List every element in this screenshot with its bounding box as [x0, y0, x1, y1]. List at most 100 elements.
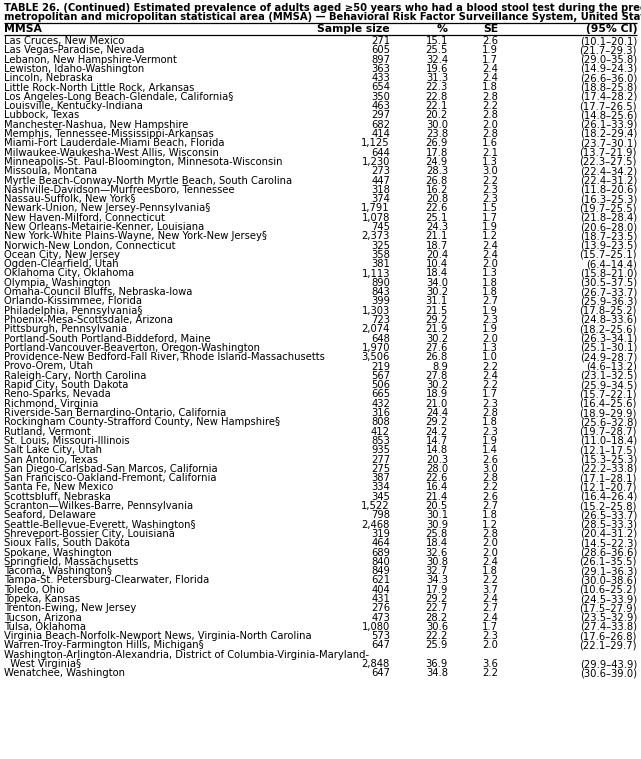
Text: Oklahoma City, Oklahoma: Oklahoma City, Oklahoma — [4, 269, 134, 279]
Text: (26.3–34.1): (26.3–34.1) — [580, 334, 637, 344]
Text: 3.7: 3.7 — [482, 584, 498, 595]
Text: (26.6–36.0): (26.6–36.0) — [579, 73, 637, 83]
Text: 723: 723 — [371, 315, 390, 325]
Text: Nashville-Davidson—Murfreesboro, Tennessee: Nashville-Davidson—Murfreesboro, Tenness… — [4, 184, 235, 195]
Text: 32.6: 32.6 — [426, 547, 448, 558]
Text: (25.1–30.1): (25.1–30.1) — [579, 343, 637, 353]
Text: Trenton-Ewing, New Jersey: Trenton-Ewing, New Jersey — [4, 603, 137, 613]
Text: 2.0: 2.0 — [482, 641, 498, 650]
Text: Springfield, Massachusetts: Springfield, Massachusetts — [4, 557, 138, 567]
Text: Manchester-Nashua, New Hampshire: Manchester-Nashua, New Hampshire — [4, 120, 188, 130]
Text: Provo-Orem, Utah: Provo-Orem, Utah — [4, 361, 93, 371]
Text: (23.1–32.5): (23.1–32.5) — [579, 371, 637, 381]
Text: 34.3: 34.3 — [426, 575, 448, 585]
Text: 1,522: 1,522 — [362, 501, 390, 511]
Text: 2.4: 2.4 — [482, 594, 498, 604]
Text: (19.7–28.7): (19.7–28.7) — [579, 427, 637, 436]
Text: 648: 648 — [371, 334, 390, 344]
Text: Norwich-New London, Connecticut: Norwich-New London, Connecticut — [4, 241, 176, 250]
Text: 25.5: 25.5 — [426, 46, 448, 55]
Text: Portland-South Portland-Biddeford, Maine: Portland-South Portland-Biddeford, Maine — [4, 334, 211, 344]
Text: San Antonio, Texas: San Antonio, Texas — [4, 455, 98, 465]
Text: 297: 297 — [371, 110, 390, 121]
Text: 1.7: 1.7 — [482, 213, 498, 222]
Text: (15.7–25.1): (15.7–25.1) — [579, 250, 637, 260]
Text: 399: 399 — [371, 297, 390, 307]
Text: Missoula, Montana: Missoula, Montana — [4, 166, 97, 176]
Text: 30.8: 30.8 — [426, 557, 448, 567]
Text: 316: 316 — [371, 408, 390, 418]
Text: Seattle-Bellevue-Everett, Washington§: Seattle-Bellevue-Everett, Washington§ — [4, 520, 196, 530]
Text: 1.0: 1.0 — [482, 352, 498, 362]
Text: (29.9–43.9): (29.9–43.9) — [579, 659, 637, 669]
Text: 432: 432 — [371, 398, 390, 408]
Text: 2.0: 2.0 — [482, 547, 498, 558]
Text: Ocean City, New Jersey: Ocean City, New Jersey — [4, 250, 120, 260]
Text: (12.1–17.5): (12.1–17.5) — [579, 446, 637, 455]
Text: 21.0: 21.0 — [426, 398, 448, 408]
Text: Sioux Falls, South Dakota: Sioux Falls, South Dakota — [4, 538, 130, 548]
Text: 2.0: 2.0 — [482, 260, 498, 269]
Text: 414: 414 — [371, 129, 390, 139]
Text: 387: 387 — [371, 473, 390, 483]
Text: 2.3: 2.3 — [482, 315, 498, 325]
Text: 22.3: 22.3 — [426, 83, 448, 93]
Text: 21.4: 21.4 — [426, 492, 448, 502]
Text: 1,303: 1,303 — [362, 306, 390, 316]
Text: Los Angeles-Long Beach-Glendale, California§: Los Angeles-Long Beach-Glendale, Califor… — [4, 92, 233, 102]
Text: Scranton—Wilkes-Barre, Pennsylvania: Scranton—Wilkes-Barre, Pennsylvania — [4, 501, 193, 511]
Text: Tacoma, Washington§: Tacoma, Washington§ — [4, 566, 112, 576]
Text: 319: 319 — [371, 529, 390, 539]
Text: (20.6–28.0): (20.6–28.0) — [580, 222, 637, 232]
Text: Lebanon, New Hampshire-Vermont: Lebanon, New Hampshire-Vermont — [4, 55, 177, 65]
Text: 1.2: 1.2 — [482, 520, 498, 530]
Text: 1.9: 1.9 — [482, 324, 498, 334]
Text: 1,230: 1,230 — [362, 157, 390, 167]
Text: 30.6: 30.6 — [426, 622, 448, 632]
Text: (25.9–34.5): (25.9–34.5) — [579, 380, 637, 390]
Text: TABLE 26. (Continued) Estimated prevalence of adults aged ≥50 years who had a bl: TABLE 26. (Continued) Estimated prevalen… — [4, 3, 641, 13]
Text: Las Cruces, New Mexico: Las Cruces, New Mexico — [4, 36, 124, 46]
Text: Ogden-Clearfield, Utah: Ogden-Clearfield, Utah — [4, 260, 119, 269]
Text: Philadelphia, Pennsylvania§: Philadelphia, Pennsylvania§ — [4, 306, 142, 316]
Text: 30.2: 30.2 — [426, 334, 448, 344]
Text: Las Vegas-Paradise, Nevada: Las Vegas-Paradise, Nevada — [4, 46, 144, 55]
Text: 1.9: 1.9 — [482, 222, 498, 232]
Text: 853: 853 — [371, 436, 390, 446]
Text: 2.8: 2.8 — [482, 110, 498, 121]
Text: Warren-Troy-Farmington Hills, Michigan§: Warren-Troy-Farmington Hills, Michigan§ — [4, 641, 204, 650]
Text: 2.3: 2.3 — [482, 631, 498, 641]
Text: 28.2: 28.2 — [426, 613, 448, 622]
Text: 2.4: 2.4 — [482, 64, 498, 74]
Text: New Haven-Milford, Connecticut: New Haven-Milford, Connecticut — [4, 213, 165, 222]
Text: (23.7–30.1): (23.7–30.1) — [580, 138, 637, 148]
Text: 22.6: 22.6 — [426, 203, 448, 213]
Text: 219: 219 — [371, 361, 390, 371]
Text: 2.1: 2.1 — [482, 147, 498, 158]
Text: 1.3: 1.3 — [482, 343, 498, 353]
Text: 1.7: 1.7 — [482, 622, 498, 632]
Text: 2.7: 2.7 — [482, 297, 498, 307]
Text: 897: 897 — [371, 55, 390, 65]
Text: 689: 689 — [371, 547, 390, 558]
Text: 273: 273 — [371, 166, 390, 176]
Text: 2.6: 2.6 — [482, 492, 498, 502]
Text: Nassau-Suffolk, New York§: Nassau-Suffolk, New York§ — [4, 194, 135, 204]
Text: (17.4–28.2): (17.4–28.2) — [579, 92, 637, 102]
Text: 463: 463 — [371, 101, 390, 111]
Text: (26.1–35.5): (26.1–35.5) — [579, 557, 637, 567]
Text: (16.4–26.4): (16.4–26.4) — [579, 492, 637, 502]
Text: 24.3: 24.3 — [426, 222, 448, 232]
Text: 29.2: 29.2 — [426, 417, 448, 427]
Text: 1.6: 1.6 — [482, 138, 498, 148]
Text: 2,074: 2,074 — [362, 324, 390, 334]
Text: (13.7–21.9): (13.7–21.9) — [579, 147, 637, 158]
Text: 840: 840 — [371, 557, 390, 567]
Text: 644: 644 — [371, 147, 390, 158]
Text: New Orleans-Metairie-Kenner, Louisiana: New Orleans-Metairie-Kenner, Louisiana — [4, 222, 204, 232]
Text: San Diego-Carlsbad-San Marcos, California: San Diego-Carlsbad-San Marcos, Californi… — [4, 464, 218, 474]
Text: (26.1–33.9): (26.1–33.9) — [579, 120, 637, 130]
Text: 17.9: 17.9 — [426, 584, 448, 595]
Text: 277: 277 — [371, 455, 390, 465]
Text: 18.7: 18.7 — [426, 241, 448, 250]
